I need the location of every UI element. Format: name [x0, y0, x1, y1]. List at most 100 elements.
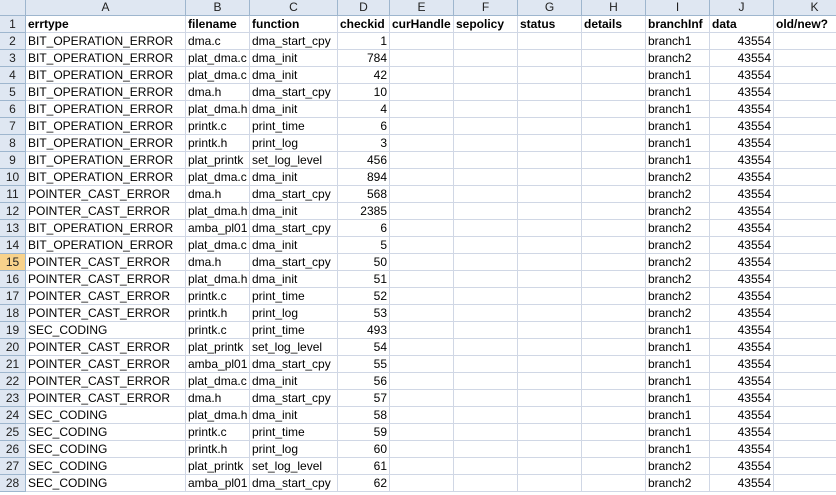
cell-filename[interactable]: plat_dma.c: [186, 237, 250, 254]
cell-curhandle[interactable]: [390, 441, 454, 458]
cell-function[interactable]: dma_init: [250, 67, 338, 84]
cell-old-new[interactable]: [774, 407, 836, 424]
cell-old-new[interactable]: [774, 135, 836, 152]
row-header[interactable]: 16: [0, 271, 26, 288]
cell-checkid[interactable]: 568: [338, 186, 390, 203]
cell-old-new[interactable]: [774, 33, 836, 50]
cell-sepolicy[interactable]: [454, 237, 518, 254]
cell-branchinf[interactable]: branch2: [646, 203, 710, 220]
cell-curhandle[interactable]: [390, 101, 454, 118]
row-header[interactable]: 24: [0, 407, 26, 424]
cell-errtype[interactable]: BIT_OPERATION_ERROR: [26, 50, 186, 67]
cell-details[interactable]: [582, 271, 646, 288]
cell-errtype[interactable]: POINTER_CAST_ERROR: [26, 373, 186, 390]
cell-function[interactable]: print_time: [250, 322, 338, 339]
cell-errtype[interactable]: BIT_OPERATION_ERROR: [26, 169, 186, 186]
cell-checkid[interactable]: 60: [338, 441, 390, 458]
cell-status[interactable]: [518, 441, 582, 458]
cell-filename[interactable]: plat_dma.c: [186, 169, 250, 186]
cell-errtype[interactable]: POINTER_CAST_ERROR: [26, 356, 186, 373]
cell-curhandle[interactable]: [390, 254, 454, 271]
cell-details[interactable]: [582, 254, 646, 271]
cell-sepolicy[interactable]: [454, 67, 518, 84]
cell-curhandle[interactable]: [390, 118, 454, 135]
cell-sepolicy[interactable]: [454, 152, 518, 169]
cell-function[interactable]: dma_init: [250, 271, 338, 288]
row-header[interactable]: 22: [0, 373, 26, 390]
column-header-c[interactable]: C: [250, 0, 338, 16]
cell-checkid[interactable]: 894: [338, 169, 390, 186]
column-header-a[interactable]: A: [26, 0, 186, 16]
cell-old-new[interactable]: [774, 50, 836, 67]
cell-data[interactable]: 43554: [710, 118, 774, 135]
cell-checkid[interactable]: 5: [338, 237, 390, 254]
row-header[interactable]: 11: [0, 186, 26, 203]
column-header-h[interactable]: H: [582, 0, 646, 16]
cell-old-new[interactable]: [774, 186, 836, 203]
cell-errtype[interactable]: POINTER_CAST_ERROR: [26, 271, 186, 288]
cell-sepolicy[interactable]: [454, 305, 518, 322]
cell-details[interactable]: [582, 220, 646, 237]
cell-checkid[interactable]: 51: [338, 271, 390, 288]
cell-function[interactable]: dma_start_cpy: [250, 220, 338, 237]
cell-details[interactable]: [582, 186, 646, 203]
row-header[interactable]: 13: [0, 220, 26, 237]
cell-function[interactable]: dma_init: [250, 237, 338, 254]
cell-status[interactable]: [518, 271, 582, 288]
cell-old-new[interactable]: [774, 339, 836, 356]
cell-status[interactable]: [518, 50, 582, 67]
cell-checkid[interactable]: 2385: [338, 203, 390, 220]
cell-checkid[interactable]: 10: [338, 84, 390, 101]
cell-data[interactable]: 43554: [710, 203, 774, 220]
row-header[interactable]: 23: [0, 390, 26, 407]
cell-errtype[interactable]: SEC_CODING: [26, 475, 186, 492]
cell-branchinf[interactable]: branch2: [646, 169, 710, 186]
row-header[interactable]: 1: [0, 16, 26, 33]
cell-branchinf[interactable]: branch1: [646, 101, 710, 118]
column-header-k[interactable]: K: [774, 0, 836, 16]
cell-details[interactable]: [582, 169, 646, 186]
cell-data[interactable]: 43554: [710, 220, 774, 237]
cell-filename[interactable]: printk.c: [186, 288, 250, 305]
row-header[interactable]: 14: [0, 237, 26, 254]
cell-curhandle[interactable]: [390, 152, 454, 169]
cell-filename[interactable]: plat_dma.h: [186, 271, 250, 288]
cell-status[interactable]: [518, 135, 582, 152]
cell-branchinf[interactable]: branch1: [646, 441, 710, 458]
cell-data[interactable]: 43554: [710, 84, 774, 101]
cell-old-new[interactable]: [774, 67, 836, 84]
cell-old-new[interactable]: [774, 237, 836, 254]
cell-status[interactable]: [518, 322, 582, 339]
cell-sepolicy[interactable]: [454, 254, 518, 271]
cell-branchinf[interactable]: branch2: [646, 458, 710, 475]
cell-function[interactable]: print_time: [250, 118, 338, 135]
cell-sepolicy[interactable]: [454, 322, 518, 339]
cell-sepolicy[interactable]: [454, 356, 518, 373]
cell-checkid[interactable]: 52: [338, 288, 390, 305]
cell-status[interactable]: [518, 220, 582, 237]
cell-errtype[interactable]: POINTER_CAST_ERROR: [26, 305, 186, 322]
cell-errtype[interactable]: BIT_OPERATION_ERROR: [26, 118, 186, 135]
row-header[interactable]: 2: [0, 33, 26, 50]
cell-status[interactable]: [518, 203, 582, 220]
cell-sepolicy[interactable]: [454, 84, 518, 101]
cell-branchinf[interactable]: branch2: [646, 254, 710, 271]
column-header-e[interactable]: E: [390, 0, 454, 16]
cell-branchinf[interactable]: branch1: [646, 407, 710, 424]
cell-old-new[interactable]: [774, 305, 836, 322]
cell-curhandle[interactable]: [390, 373, 454, 390]
cell-status[interactable]: [518, 67, 582, 84]
row-header[interactable]: 17: [0, 288, 26, 305]
cell-details[interactable]: [582, 356, 646, 373]
cell-curhandle[interactable]: [390, 84, 454, 101]
cell-curhandle[interactable]: [390, 322, 454, 339]
cell-errtype[interactable]: POINTER_CAST_ERROR: [26, 288, 186, 305]
column-header-j[interactable]: J: [710, 0, 774, 16]
cell-function[interactable]: dma_init: [250, 169, 338, 186]
cell-status[interactable]: [518, 390, 582, 407]
cell-curhandle[interactable]: [390, 169, 454, 186]
cell-checkid[interactable]: 3: [338, 135, 390, 152]
row-header[interactable]: 21: [0, 356, 26, 373]
cell-data[interactable]: 43554: [710, 373, 774, 390]
cell-status[interactable]: [518, 373, 582, 390]
